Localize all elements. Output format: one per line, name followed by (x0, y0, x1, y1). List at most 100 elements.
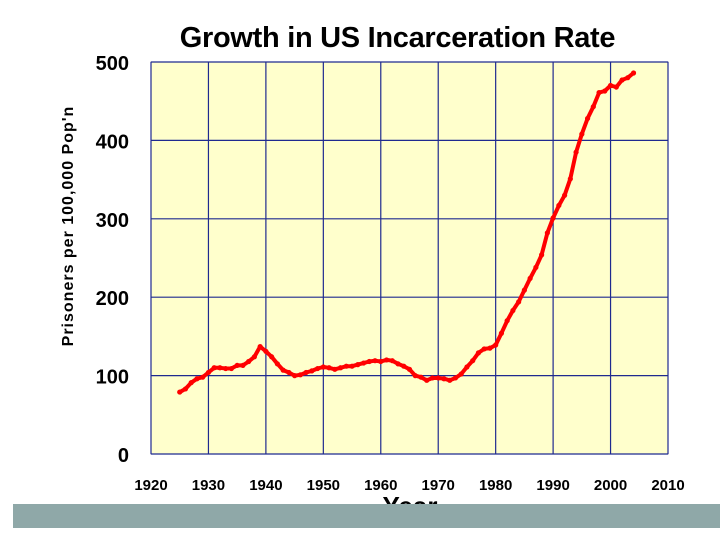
data-point-1964 (401, 363, 407, 369)
data-point-1948 (309, 368, 315, 374)
data-point-1949 (314, 365, 321, 372)
tick-labels: 1920 1930 1940 1950 1960 1970 1980 1990 2000 2010… (96, 53, 685, 494)
data-point-1991 (556, 202, 562, 209)
data-point-1939 (257, 343, 263, 350)
data-point-1959 (372, 358, 378, 364)
data-point-1928 (194, 376, 200, 382)
data-point-1954 (343, 363, 349, 369)
data-point-1967 (418, 374, 424, 380)
x-tick-label-1970: 1970 (422, 477, 455, 494)
x-tick-label-1940: 1940 (249, 477, 282, 494)
data-point-1999 (602, 88, 608, 94)
data-point-1969 (429, 375, 436, 381)
data-point-1958 (366, 358, 372, 365)
data-point-2004 (630, 70, 637, 76)
data-point-1944 (286, 369, 292, 376)
data-point-1977 (475, 350, 482, 356)
data-point-1978 (481, 346, 487, 352)
data-point-1972 (447, 377, 453, 383)
y-axis-title: Prisoners per 100,000 Pop'n (60, 105, 77, 347)
x-tick-label-2010: 2010 (651, 477, 684, 494)
data-point-1935 (234, 362, 240, 369)
data-point-1996 (584, 115, 591, 122)
y-tick-label-200: 200 (96, 288, 129, 310)
data-series (177, 70, 637, 395)
data-point-1927 (188, 380, 194, 386)
data-point-1979 (487, 345, 493, 351)
data-point-1983 (510, 307, 516, 314)
chart-title: Growth in US Incarceration Rate (179, 22, 616, 54)
data-point-1937 (246, 358, 252, 365)
data-point-1931 (211, 365, 217, 371)
data-point-1988 (539, 252, 545, 258)
data-point-1946 (297, 372, 303, 378)
data-point-1974 (458, 371, 464, 377)
data-point-1987 (533, 264, 539, 271)
gridlines (150, 61, 669, 455)
data-point-1951 (326, 365, 332, 371)
data-point-1995 (579, 131, 585, 137)
y-tick-label-300: 300 (96, 210, 129, 232)
data-point-1975 (464, 364, 470, 370)
data-point-1971 (441, 376, 447, 382)
data-point-1997 (590, 104, 596, 110)
y-tick-label-400: 400 (96, 131, 129, 153)
data-point-1933 (223, 365, 229, 372)
data-point-1994 (573, 149, 579, 155)
x-tick-label-2000: 2000 (594, 477, 627, 494)
data-point-1956 (355, 362, 361, 368)
footer-bar (13, 504, 720, 528)
y-tick-label-100: 100 (96, 367, 129, 389)
data-point-1955 (349, 363, 355, 369)
data-point-1976 (470, 358, 476, 364)
data-point-1989 (544, 230, 550, 236)
data-point-1992 (562, 192, 568, 198)
data-point-1957 (360, 360, 367, 366)
data-point-1936 (240, 362, 246, 369)
data-point-1942 (274, 361, 280, 367)
x-tick-label-1920: 1920 (134, 477, 167, 494)
data-point-1940 (263, 348, 269, 354)
data-point-1984 (516, 299, 522, 305)
data-point-1968 (424, 377, 430, 383)
data-point-2001 (613, 84, 619, 90)
data-point-1960 (378, 358, 384, 365)
data-point-1932 (217, 365, 223, 371)
data-point-1990 (550, 215, 556, 221)
data-point-1981 (498, 330, 505, 336)
data-point-1963 (395, 361, 401, 367)
data-point-2002 (619, 77, 625, 83)
data-point-1930 (205, 369, 212, 376)
y-tick-label-0: 0 (118, 445, 129, 467)
data-point-1953 (337, 365, 344, 371)
data-point-1929 (200, 374, 206, 380)
data-point-1998 (596, 89, 602, 96)
data-point-1938 (251, 354, 257, 360)
y-tick-label-500: 500 (96, 53, 129, 75)
x-tick-label-1930: 1930 (192, 477, 225, 494)
data-point-1965 (406, 366, 413, 372)
data-point-1943 (280, 367, 286, 373)
data-point-1952 (332, 366, 338, 372)
data-point-1970 (435, 375, 441, 381)
data-point-1986 (527, 275, 533, 281)
x-tick-label-1980: 1980 (479, 477, 512, 494)
x-tick-label-1990: 1990 (536, 477, 569, 494)
data-point-1961 (383, 357, 390, 363)
data-point-1973 (452, 375, 459, 381)
data-point-1947 (303, 369, 309, 376)
plot-area (150, 61, 669, 455)
data-point-1993 (567, 176, 573, 182)
data-point-1966 (412, 373, 418, 379)
data-point-1980 (493, 342, 499, 348)
data-point-1925 (177, 389, 183, 395)
x-tick-label-1960: 1960 (364, 477, 397, 494)
data-point-1934 (228, 365, 235, 372)
data-point-1941 (269, 354, 275, 360)
data-point-1945 (292, 373, 298, 379)
data-point-2003 (625, 75, 631, 81)
data-point-1982 (504, 318, 510, 324)
data-point-2000 (607, 82, 614, 89)
data-point-1926 (182, 386, 189, 392)
